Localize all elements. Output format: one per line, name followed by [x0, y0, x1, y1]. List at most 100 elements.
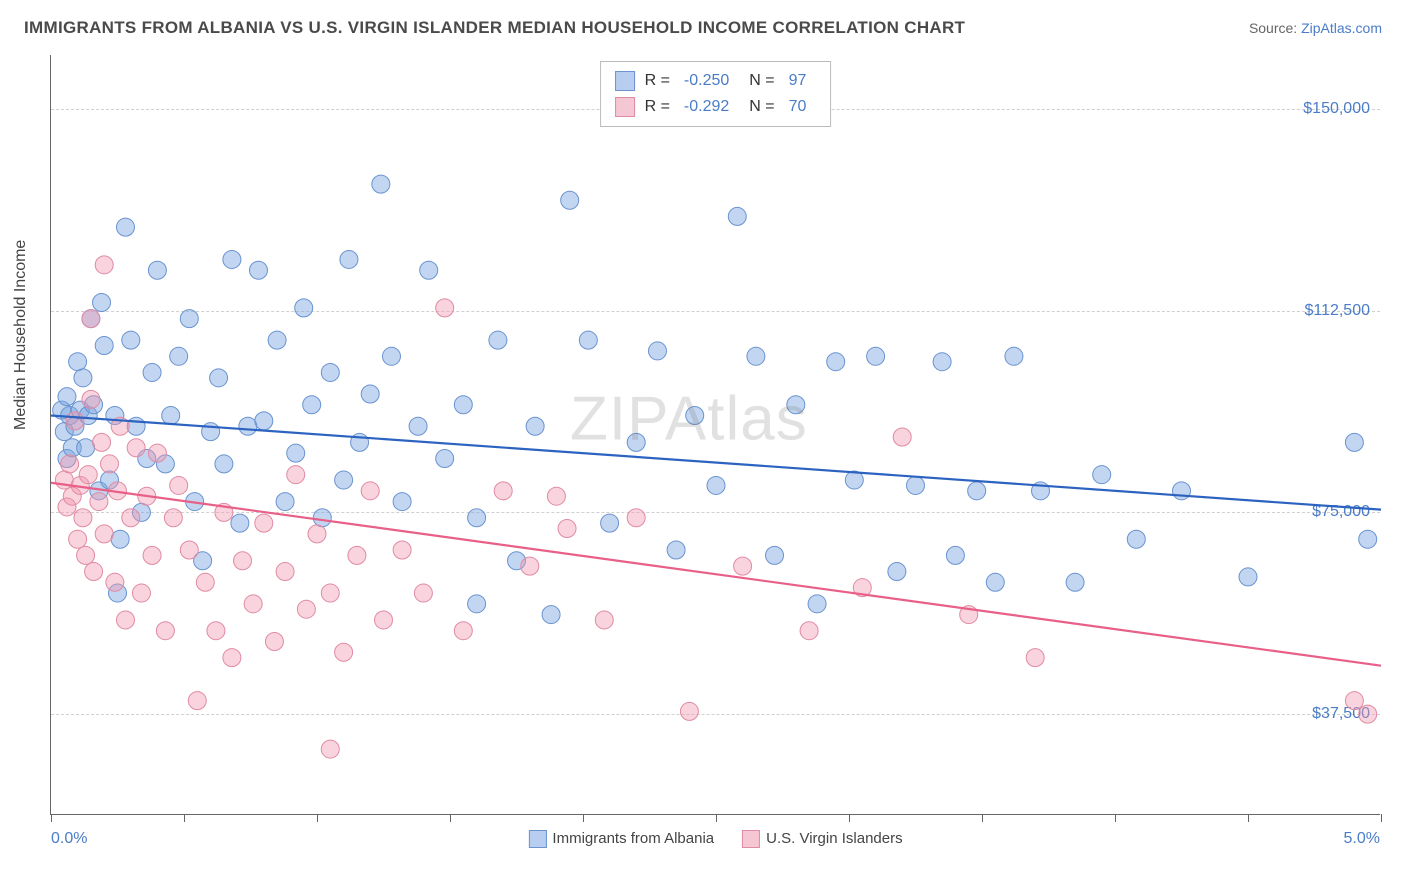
scatter-point	[335, 471, 353, 489]
scatter-point	[968, 482, 986, 500]
scatter-point	[436, 299, 454, 317]
scatter-point	[393, 493, 411, 511]
scatter-point	[265, 632, 283, 650]
scatter-point	[707, 476, 725, 494]
scatter-point	[601, 514, 619, 532]
scatter-point	[489, 331, 507, 349]
scatter-point	[420, 261, 438, 279]
x-tick	[450, 814, 451, 822]
scatter-point	[276, 493, 294, 511]
scatter-point	[122, 331, 140, 349]
scatter-point	[521, 557, 539, 575]
scatter-point	[196, 573, 214, 591]
scatter-point	[287, 466, 305, 484]
scatter-point	[321, 584, 339, 602]
scatter-point	[61, 455, 79, 473]
scatter-point	[210, 369, 228, 387]
scatter-point	[1005, 347, 1023, 365]
scatter-point	[207, 622, 225, 640]
scatter-point	[648, 342, 666, 360]
scatter-point	[180, 310, 198, 328]
scatter-point	[170, 476, 188, 494]
scatter-point	[321, 363, 339, 381]
scatter-point	[1345, 433, 1363, 451]
scatter-point	[223, 649, 241, 667]
chart-title: IMMIGRANTS FROM ALBANIA VS U.S. VIRGIN I…	[24, 18, 965, 38]
scatter-point	[321, 740, 339, 758]
x-tick	[583, 814, 584, 822]
scatter-point	[542, 606, 560, 624]
scatter-point	[766, 546, 784, 564]
scatter-point	[1066, 573, 1084, 591]
scatter-point	[287, 444, 305, 462]
scatter-point	[295, 299, 313, 317]
scatter-point	[74, 369, 92, 387]
scatter-point	[180, 541, 198, 559]
series-legend-label: U.S. Virgin Islanders	[766, 830, 902, 847]
x-tick	[849, 814, 850, 822]
r-value: -0.250	[684, 68, 729, 94]
scatter-point	[667, 541, 685, 559]
trend-line	[51, 483, 1381, 666]
scatter-point	[734, 557, 752, 575]
scatter-point	[468, 509, 486, 527]
scatter-point	[215, 455, 233, 473]
n-value: 70	[789, 94, 807, 120]
scatter-point	[106, 573, 124, 591]
scatter-point	[249, 261, 267, 279]
scatter-point	[93, 294, 111, 312]
scatter-point	[340, 250, 358, 268]
scatter-point	[268, 331, 286, 349]
scatter-point	[101, 455, 119, 473]
scatter-point	[454, 396, 472, 414]
scatter-point	[313, 509, 331, 527]
scatter-point	[468, 595, 486, 613]
scatter-point	[74, 509, 92, 527]
x-tick	[184, 814, 185, 822]
scatter-point	[361, 482, 379, 500]
scatter-svg	[51, 55, 1380, 814]
scatter-point	[244, 595, 262, 613]
scatter-point	[494, 482, 512, 500]
legend-swatch	[615, 71, 635, 91]
scatter-point	[122, 509, 140, 527]
scatter-point	[297, 600, 315, 618]
x-axis-max-label: 5.0%	[1344, 830, 1380, 848]
scatter-point	[276, 563, 294, 581]
scatter-point	[116, 611, 134, 629]
scatter-point	[95, 256, 113, 274]
scatter-point	[162, 406, 180, 424]
scatter-point	[58, 388, 76, 406]
source-label: Source:	[1249, 20, 1297, 36]
scatter-point	[164, 509, 182, 527]
scatter-point	[382, 347, 400, 365]
scatter-point	[907, 476, 925, 494]
scatter-point	[111, 530, 129, 548]
scatter-point	[1345, 692, 1363, 710]
scatter-point	[335, 643, 353, 661]
scatter-point	[375, 611, 393, 629]
scatter-point	[561, 191, 579, 209]
scatter-point	[116, 218, 134, 236]
r-label: R =	[645, 68, 670, 94]
legend-swatch	[742, 830, 760, 848]
scatter-point	[361, 385, 379, 403]
scatter-point	[946, 546, 964, 564]
source-attribution: Source: ZipAtlas.com	[1249, 20, 1382, 36]
scatter-point	[69, 353, 87, 371]
scatter-point	[1026, 649, 1044, 667]
scatter-point	[66, 412, 84, 430]
scatter-point	[1239, 568, 1257, 586]
scatter-point	[747, 347, 765, 365]
scatter-point	[1127, 530, 1145, 548]
x-axis-min-label: 0.0%	[51, 830, 87, 848]
scatter-point	[239, 417, 257, 435]
scatter-point	[893, 428, 911, 446]
scatter-point	[436, 450, 454, 468]
scatter-point	[77, 546, 95, 564]
scatter-point	[188, 692, 206, 710]
source-link[interactable]: ZipAtlas.com	[1301, 20, 1382, 36]
scatter-point	[1093, 466, 1111, 484]
y-axis-label: Median Household Income	[12, 240, 30, 430]
legend-swatch	[528, 830, 546, 848]
